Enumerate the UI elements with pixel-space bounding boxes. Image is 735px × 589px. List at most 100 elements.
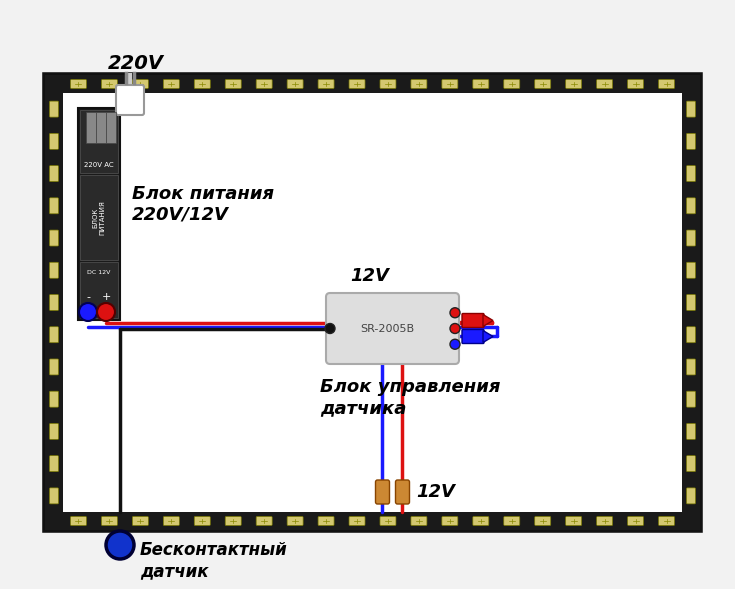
FancyBboxPatch shape xyxy=(686,101,695,117)
Circle shape xyxy=(325,323,335,333)
FancyBboxPatch shape xyxy=(566,517,581,525)
FancyBboxPatch shape xyxy=(49,456,59,472)
Bar xyxy=(45,75,700,530)
FancyBboxPatch shape xyxy=(49,101,59,117)
Text: 12V: 12V xyxy=(417,483,456,501)
FancyBboxPatch shape xyxy=(326,293,459,364)
FancyBboxPatch shape xyxy=(686,488,695,504)
Text: 220V: 220V xyxy=(108,54,164,73)
FancyBboxPatch shape xyxy=(163,80,179,88)
FancyBboxPatch shape xyxy=(686,294,695,310)
FancyBboxPatch shape xyxy=(318,517,334,525)
FancyBboxPatch shape xyxy=(442,517,458,525)
FancyBboxPatch shape xyxy=(49,230,59,246)
FancyBboxPatch shape xyxy=(535,80,551,88)
Text: 220V AC: 220V AC xyxy=(85,162,114,168)
FancyBboxPatch shape xyxy=(116,85,144,115)
Bar xyxy=(96,112,106,143)
FancyBboxPatch shape xyxy=(380,517,396,525)
FancyBboxPatch shape xyxy=(49,359,59,375)
Circle shape xyxy=(97,303,115,321)
Bar xyxy=(106,112,116,143)
FancyBboxPatch shape xyxy=(49,198,59,214)
FancyBboxPatch shape xyxy=(194,517,210,525)
FancyBboxPatch shape xyxy=(686,133,695,150)
Polygon shape xyxy=(483,330,493,342)
Bar xyxy=(80,175,118,260)
Bar xyxy=(45,75,63,530)
FancyBboxPatch shape xyxy=(49,294,59,310)
FancyBboxPatch shape xyxy=(566,80,581,88)
FancyBboxPatch shape xyxy=(395,480,409,504)
FancyBboxPatch shape xyxy=(49,327,59,343)
FancyBboxPatch shape xyxy=(318,80,334,88)
FancyBboxPatch shape xyxy=(503,80,520,88)
Text: Блок питания
220V/12V: Блок питания 220V/12V xyxy=(132,184,274,223)
FancyBboxPatch shape xyxy=(686,423,695,439)
FancyBboxPatch shape xyxy=(686,359,695,375)
Bar xyxy=(86,112,96,143)
Bar xyxy=(45,512,700,530)
Text: Блок управления
датчика: Блок управления датчика xyxy=(320,378,501,417)
Circle shape xyxy=(450,339,460,349)
FancyBboxPatch shape xyxy=(597,80,613,88)
Text: БЛОК
ПИТАНИЯ: БЛОК ПИТАНИЯ xyxy=(93,200,106,235)
FancyBboxPatch shape xyxy=(380,80,396,88)
FancyBboxPatch shape xyxy=(411,80,427,88)
FancyBboxPatch shape xyxy=(49,488,59,504)
Text: Бесконтактный
датчик: Бесконтактный датчик xyxy=(140,541,287,580)
FancyBboxPatch shape xyxy=(71,517,87,525)
FancyBboxPatch shape xyxy=(597,517,613,525)
Circle shape xyxy=(106,531,134,559)
FancyBboxPatch shape xyxy=(503,517,520,525)
Circle shape xyxy=(79,303,97,321)
Polygon shape xyxy=(483,315,493,326)
FancyBboxPatch shape xyxy=(349,517,365,525)
FancyBboxPatch shape xyxy=(473,517,489,525)
Bar xyxy=(682,75,700,530)
FancyBboxPatch shape xyxy=(287,80,303,88)
FancyBboxPatch shape xyxy=(257,517,272,525)
FancyBboxPatch shape xyxy=(659,517,675,525)
Text: -: - xyxy=(86,292,90,302)
Circle shape xyxy=(450,323,460,333)
FancyBboxPatch shape xyxy=(287,517,303,525)
FancyBboxPatch shape xyxy=(686,327,695,343)
FancyBboxPatch shape xyxy=(659,80,675,88)
FancyBboxPatch shape xyxy=(686,230,695,246)
FancyBboxPatch shape xyxy=(49,391,59,407)
FancyBboxPatch shape xyxy=(462,313,484,327)
FancyBboxPatch shape xyxy=(462,329,484,343)
FancyBboxPatch shape xyxy=(49,423,59,439)
FancyBboxPatch shape xyxy=(257,80,272,88)
FancyBboxPatch shape xyxy=(628,517,644,525)
Text: SR-2005B: SR-2005B xyxy=(360,323,415,333)
FancyBboxPatch shape xyxy=(686,166,695,181)
Bar xyxy=(45,75,700,93)
FancyBboxPatch shape xyxy=(686,391,695,407)
Bar xyxy=(80,110,118,173)
Bar xyxy=(78,108,120,320)
FancyBboxPatch shape xyxy=(194,80,210,88)
FancyBboxPatch shape xyxy=(49,133,59,150)
FancyBboxPatch shape xyxy=(49,262,59,278)
FancyBboxPatch shape xyxy=(376,480,390,504)
FancyBboxPatch shape xyxy=(225,517,241,525)
FancyBboxPatch shape xyxy=(686,262,695,278)
Circle shape xyxy=(450,307,460,317)
FancyBboxPatch shape xyxy=(132,80,148,88)
FancyBboxPatch shape xyxy=(163,517,179,525)
FancyBboxPatch shape xyxy=(101,517,118,525)
FancyBboxPatch shape xyxy=(71,80,87,88)
Text: 12V: 12V xyxy=(351,267,390,285)
Text: DC 12V: DC 12V xyxy=(87,270,111,275)
FancyBboxPatch shape xyxy=(473,80,489,88)
FancyBboxPatch shape xyxy=(101,80,118,88)
FancyBboxPatch shape xyxy=(349,80,365,88)
Text: +: + xyxy=(101,292,111,302)
Bar xyxy=(80,262,118,318)
FancyBboxPatch shape xyxy=(411,517,427,525)
FancyBboxPatch shape xyxy=(442,80,458,88)
FancyBboxPatch shape xyxy=(535,517,551,525)
FancyBboxPatch shape xyxy=(49,166,59,181)
